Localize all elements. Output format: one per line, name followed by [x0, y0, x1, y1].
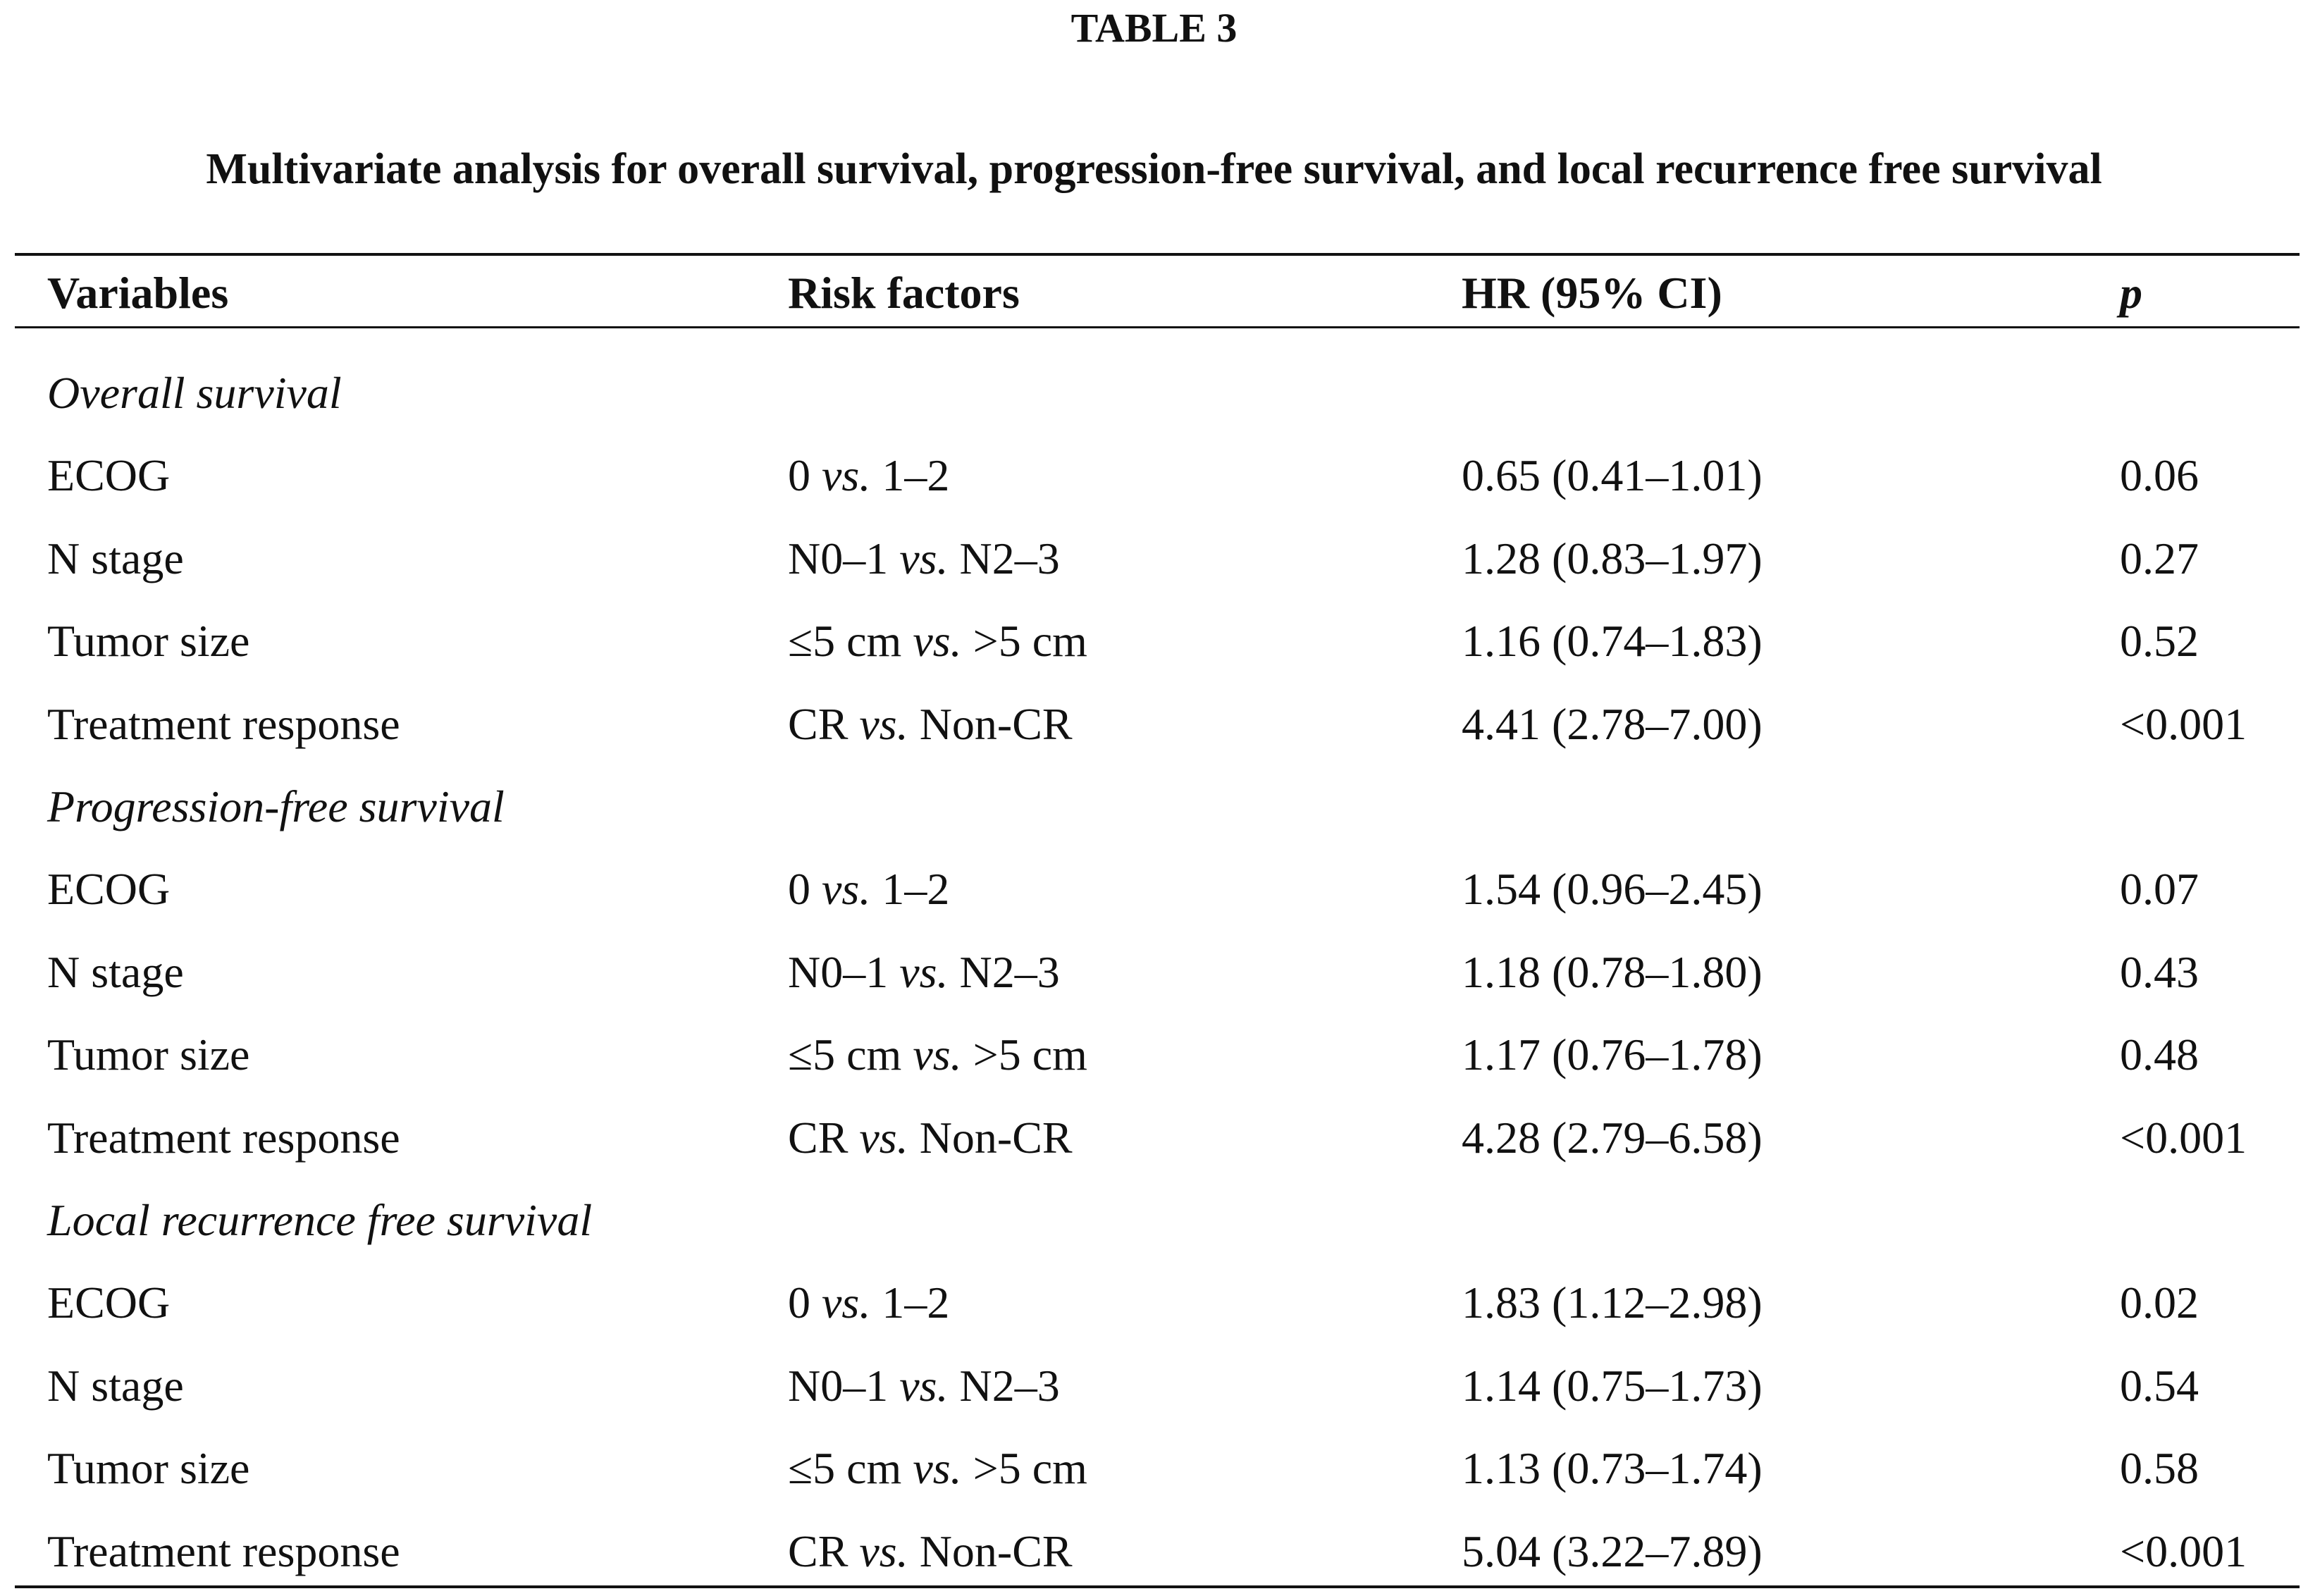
hr-cell: 0.65 (0.41–1.01): [1462, 450, 1763, 501]
table-label: TABLE 3: [1070, 5, 1238, 51]
table-caption: Multivariate analysis for overall surviv…: [206, 145, 2102, 193]
risk-vs: vs.: [822, 864, 871, 915]
header-rule: [15, 326, 2300, 328]
risk-term: 1–2: [882, 1278, 950, 1328]
p-cell: 0.58: [2120, 1443, 2199, 1494]
risk-term: >5 cm: [973, 1029, 1087, 1080]
risk-vs: vs.: [913, 1443, 962, 1494]
p-cell: 0.52: [2120, 616, 2199, 667]
bottom-rule: [15, 1585, 2300, 1588]
section-label: Overall survival: [47, 368, 342, 418]
variable-cell: Tumor size: [47, 616, 250, 667]
risk-vs: vs.: [822, 450, 871, 501]
risk-vs: vs.: [899, 1360, 949, 1411]
variable-cell: Treatment response: [47, 1112, 400, 1163]
variable-cell: ECOG: [47, 450, 171, 501]
risk-vs: vs.: [913, 616, 962, 667]
risk-vs: vs.: [899, 946, 949, 997]
risk-term: >5 cm: [973, 616, 1087, 667]
variable-cell: Tumor size: [47, 1443, 250, 1494]
risk-vs: vs.: [899, 533, 949, 583]
header-cell: HR (95% CI): [1462, 268, 1722, 318]
header-cell: p: [2120, 268, 2142, 318]
p-cell: 0.48: [2120, 1029, 2199, 1080]
p-cell: 0.27: [2120, 533, 2199, 583]
risk-term: 0: [788, 864, 810, 915]
p-cell: 0.54: [2120, 1360, 2199, 1411]
risk-cell: 0 vs. 1–2: [788, 447, 949, 504]
p-cell: <0.001: [2120, 698, 2247, 749]
hr-cell: 4.41 (2.78–7.00): [1462, 698, 1763, 749]
risk-term: N0–1: [788, 1360, 889, 1411]
risk-term: ≤5 cm: [788, 1443, 902, 1494]
hr-cell: 1.83 (1.12–2.98): [1462, 1278, 1763, 1328]
risk-cell: N0–1 vs. N2–3: [788, 1358, 1060, 1414]
p-cell: 0.07: [2120, 864, 2199, 915]
hr-cell: 1.17 (0.76–1.78): [1462, 1029, 1763, 1080]
p-cell: 0.43: [2120, 946, 2199, 997]
section-label: Progression-free survival: [47, 781, 505, 831]
risk-term: N2–3: [959, 533, 1060, 583]
risk-term: CR: [788, 698, 848, 749]
hr-cell: 1.28 (0.83–1.97): [1462, 533, 1763, 583]
risk-cell: CR vs. Non-CR: [788, 1110, 1073, 1166]
risk-cell: CR vs. Non-CR: [788, 696, 1073, 753]
risk-term: N0–1: [788, 946, 889, 997]
variable-cell: ECOG: [47, 864, 171, 915]
hr-cell: 5.04 (3.22–7.89): [1462, 1526, 1763, 1576]
header-cell: Risk factors: [788, 268, 1020, 318]
risk-cell: ≤5 cm vs. >5 cm: [788, 1440, 1087, 1497]
variable-cell: Treatment response: [47, 698, 400, 749]
risk-vs: vs.: [859, 1112, 908, 1163]
hr-cell: 1.16 (0.74–1.83): [1462, 616, 1763, 667]
risk-cell: N0–1 vs. N2–3: [788, 531, 1060, 587]
risk-term: Non-CR: [919, 698, 1073, 749]
risk-term: ≤5 cm: [788, 616, 902, 667]
section-label: Local recurrence free survival: [47, 1195, 593, 1245]
risk-term: N2–3: [959, 1360, 1060, 1411]
risk-term: >5 cm: [973, 1443, 1087, 1494]
risk-term: N0–1: [788, 533, 889, 583]
variable-cell: Treatment response: [47, 1526, 400, 1576]
risk-vs: vs.: [822, 1278, 871, 1328]
risk-cell: CR vs. Non-CR: [788, 1523, 1073, 1580]
header-cell: Variables: [47, 268, 229, 318]
risk-vs: vs.: [859, 698, 908, 749]
variable-cell: N stage: [47, 946, 184, 997]
risk-term: Non-CR: [919, 1526, 1073, 1576]
hr-cell: 1.13 (0.73–1.74): [1462, 1443, 1763, 1494]
risk-term: N2–3: [959, 946, 1060, 997]
top-rule: [15, 253, 2300, 256]
hr-cell: 1.14 (0.75–1.73): [1462, 1360, 1763, 1411]
risk-term: 0: [788, 450, 810, 501]
risk-term: ≤5 cm: [788, 1029, 902, 1080]
risk-cell: ≤5 cm vs. >5 cm: [788, 1027, 1087, 1083]
risk-cell: 0 vs. 1–2: [788, 1275, 949, 1331]
hr-cell: 4.28 (2.79–6.58): [1462, 1112, 1763, 1163]
variable-cell: N stage: [47, 533, 184, 583]
p-cell: 0.02: [2120, 1278, 2199, 1328]
p-cell: 0.06: [2120, 450, 2199, 501]
hr-cell: 1.18 (0.78–1.80): [1462, 946, 1763, 997]
risk-term: 1–2: [882, 450, 950, 501]
variable-cell: N stage: [47, 1360, 184, 1411]
risk-vs: vs.: [859, 1526, 908, 1576]
p-cell: <0.001: [2120, 1526, 2247, 1576]
p-cell: <0.001: [2120, 1112, 2247, 1163]
hr-cell: 1.54 (0.96–2.45): [1462, 864, 1763, 915]
risk-vs: vs.: [913, 1029, 962, 1080]
risk-cell: 0 vs. 1–2: [788, 861, 949, 917]
risk-term: CR: [788, 1526, 848, 1576]
risk-cell: ≤5 cm vs. >5 cm: [788, 613, 1087, 669]
risk-term: Non-CR: [919, 1112, 1073, 1163]
variable-cell: Tumor size: [47, 1029, 250, 1080]
risk-term: 1–2: [882, 864, 950, 915]
variable-cell: ECOG: [47, 1278, 171, 1328]
risk-term: CR: [788, 1112, 848, 1163]
risk-term: 0: [788, 1278, 810, 1328]
risk-cell: N0–1 vs. N2–3: [788, 944, 1060, 1001]
